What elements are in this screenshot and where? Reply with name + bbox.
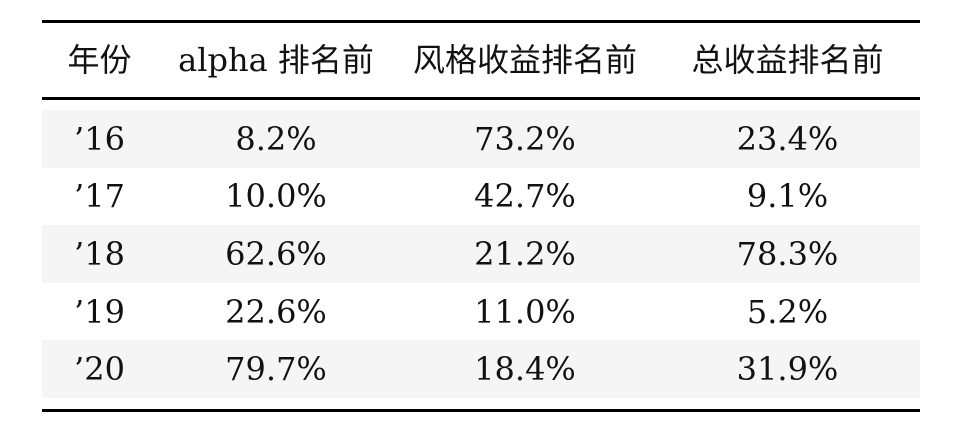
table-row: ’19 22.6% 11.0% 5.2% — [42, 283, 920, 341]
table-body: ’16 8.2% 73.2% 23.4% ’17 10.0% 42.7% 9.1… — [42, 109, 920, 398]
table-top-rule — [42, 20, 920, 24]
style-return-rank-cell: 42.7% — [474, 177, 576, 216]
year-cell: ’18 — [74, 234, 125, 273]
year-cell: ’16 — [74, 119, 125, 158]
alpha-rank-cell: 22.6% — [225, 292, 327, 331]
total-return-rank-cell: 23.4% — [736, 119, 839, 158]
year-cell: ’19 — [74, 292, 125, 331]
style-return-rank-cell: 11.0% — [474, 292, 576, 331]
annual-ranking-table: 年份 alpha 排名前 风格收益排名前 总收益排名前 ’16 8.2% 73.… — [42, 20, 920, 413]
table-row: ’18 62.6% 21.2% 78.3% — [42, 225, 920, 283]
total-return-rank-cell: 5.2% — [746, 292, 829, 331]
table-row: ’20 79.7% 18.4% 31.9% — [42, 340, 920, 398]
year-cell: ’17 — [74, 177, 125, 216]
year-cell: ’20 — [74, 350, 125, 389]
table-bottom-rule — [42, 408, 920, 413]
table-row: ’17 10.0% 42.7% 9.1% — [42, 168, 920, 226]
header-alpha-rank: alpha 排名前 — [178, 41, 374, 80]
total-return-rank-cell: 78.3% — [736, 234, 839, 273]
style-return-rank-cell: 73.2% — [474, 119, 576, 158]
header-style-return-rank: 风格收益排名前 — [412, 41, 637, 80]
alpha-rank-cell: 10.0% — [225, 177, 327, 216]
alpha-rank-cell: 8.2% — [235, 119, 317, 158]
style-return-rank-cell: 18.4% — [474, 350, 576, 389]
table-mid-rule — [42, 97, 920, 100]
table-header-row: 年份 alpha 排名前 风格收益排名前 总收益排名前 — [42, 23, 920, 97]
alpha-rank-cell: 62.6% — [225, 234, 327, 273]
total-return-rank-cell: 31.9% — [736, 350, 839, 389]
header-total-return-rank: 总收益排名前 — [691, 41, 884, 80]
total-return-rank-cell: 9.1% — [746, 177, 829, 216]
alpha-rank-cell: 79.7% — [225, 350, 327, 389]
style-return-rank-cell: 21.2% — [474, 234, 576, 273]
table-row: ’16 8.2% 73.2% 23.4% — [42, 109, 920, 168]
header-year: 年份 — [67, 41, 132, 80]
